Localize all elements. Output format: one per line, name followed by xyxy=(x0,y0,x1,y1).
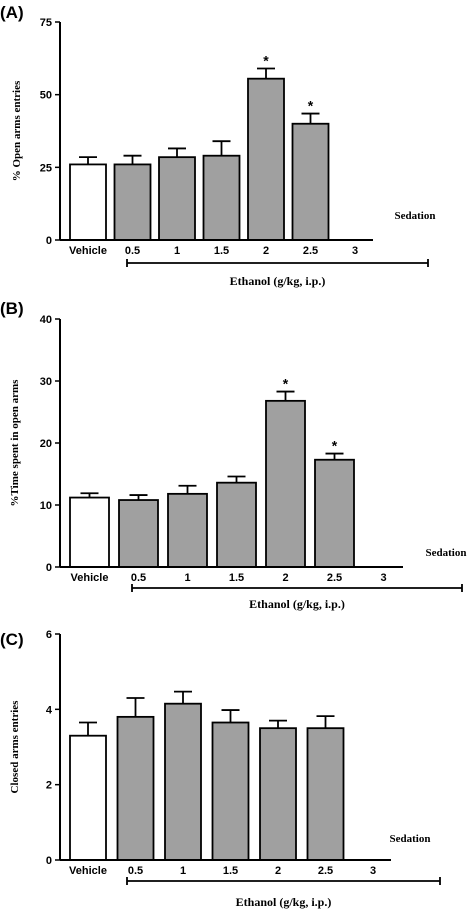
bar-0.5 xyxy=(113,163,152,241)
x-tick-label: 3 xyxy=(370,865,376,877)
y-tick-label: 25 xyxy=(40,162,52,174)
bar-0.5 xyxy=(116,715,155,861)
x-tick-label: 1.5 xyxy=(214,245,229,257)
y-tick-label: 40 xyxy=(40,314,52,326)
y-tick-label: 30 xyxy=(40,376,52,388)
x-tick-label: 1 xyxy=(184,572,190,584)
x-tick-label: 2.5 xyxy=(327,572,342,584)
x-tick-label: 0.5 xyxy=(128,865,143,877)
x-tick-label: 1.5 xyxy=(223,865,238,877)
x-axis-title: Ethanol (g/kg, i.p.) xyxy=(249,597,345,611)
x-tick-label: 2.5 xyxy=(303,245,318,257)
x-tick-label: 0.5 xyxy=(131,572,146,584)
x-tick-label: 2.5 xyxy=(318,865,333,877)
bar-1 xyxy=(167,492,208,568)
bar-2 xyxy=(259,727,297,861)
y-axis-title: % Open arms entries xyxy=(11,80,23,181)
significance-mark: * xyxy=(283,376,289,392)
bar-1.5 xyxy=(216,481,257,568)
chart-panel-3: (C) 0 2 4 6 Closed arms entries Vehicle 0.5 1 1.5… xyxy=(0,629,441,909)
bar-2.5 xyxy=(291,122,330,241)
x-tick-label: 2 xyxy=(282,572,288,584)
x-tick-label: 3 xyxy=(380,572,386,584)
x-tick-label: Vehicle xyxy=(71,572,109,584)
x-tick-label: 1 xyxy=(180,865,186,877)
bar-2.5 xyxy=(306,727,345,861)
y-tick-label: 75 xyxy=(40,17,52,29)
y-tick-label: 0 xyxy=(46,562,52,574)
bar-1 xyxy=(158,156,196,241)
x-tick-label: Vehicle xyxy=(69,865,107,877)
significance-mark: * xyxy=(308,98,314,114)
x-tick-label: Vehicle xyxy=(69,245,107,257)
bar-2.5 xyxy=(314,458,355,568)
y-tick-label: 10 xyxy=(40,500,52,512)
bar-1.5 xyxy=(202,154,241,241)
chart-panel-2: (B) 0 10 20 30 40 %Time spent in open arms Vehi… xyxy=(0,299,466,611)
bar-1.5 xyxy=(211,721,250,861)
y-tick-label: 4 xyxy=(46,704,53,716)
panel-label: (B) xyxy=(0,299,24,318)
bar-Vehicle xyxy=(69,734,107,861)
x-tick-label: 2 xyxy=(275,865,281,877)
y-tick-label: 50 xyxy=(40,90,52,102)
y-tick-label: 6 xyxy=(46,629,52,641)
bar-2 xyxy=(247,77,285,241)
y-axis-title: %Time spent in open arms xyxy=(9,379,21,507)
panel-label: (A) xyxy=(0,3,24,22)
bar-Vehicle xyxy=(69,163,107,241)
significance-mark: * xyxy=(263,53,269,69)
sedation-note: Sedation xyxy=(390,833,431,845)
x-tick-label: 1 xyxy=(174,245,180,257)
x-tick-label: 3 xyxy=(352,245,358,257)
x-tick-label: 2 xyxy=(263,245,269,257)
y-axis-title: Closed arms entries xyxy=(9,700,21,794)
bar-2 xyxy=(265,399,306,568)
x-axis-title: Ethanol (g/kg, i.p.) xyxy=(230,274,326,288)
sedation-note: Sedation xyxy=(426,547,467,559)
bar-Vehicle xyxy=(69,496,110,568)
y-tick-label: 0 xyxy=(46,855,52,867)
bar-0.5 xyxy=(118,499,159,568)
x-axis-title: Ethanol (g/kg, i.p.) xyxy=(236,895,332,909)
x-tick-label: 0.5 xyxy=(125,245,140,257)
y-tick-label: 2 xyxy=(46,780,52,792)
x-tick-label: 1.5 xyxy=(229,572,244,584)
panel-label: (C) xyxy=(0,630,24,649)
chart-panel-1: (A) 0 25 50 75 % Open arms entries Vehicle 0.5 1… xyxy=(0,3,435,288)
sedation-note: Sedation xyxy=(395,210,436,222)
significance-mark: * xyxy=(332,438,338,454)
y-tick-label: 0 xyxy=(46,235,52,247)
y-tick-label: 20 xyxy=(40,438,52,450)
bar-1 xyxy=(164,702,202,861)
